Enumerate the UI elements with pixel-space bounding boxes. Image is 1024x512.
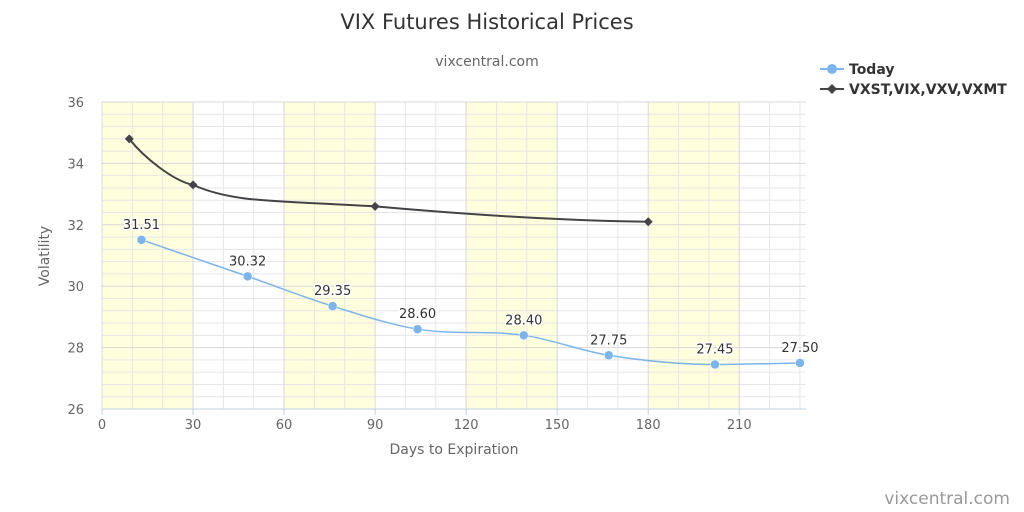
legend-today-label: Today xyxy=(849,62,894,78)
chart-title: VIX Futures Historical Prices xyxy=(340,10,633,34)
series-today-point xyxy=(519,330,529,341)
legend-today-marker xyxy=(827,64,837,74)
legend-term-marker xyxy=(827,84,837,94)
series-term-structure-point xyxy=(124,134,134,144)
x-tick-label: 0 xyxy=(98,418,106,433)
data-label-today: 30.32 xyxy=(229,254,266,269)
data-label-today: 31.51 xyxy=(123,218,160,233)
shaded-band xyxy=(466,102,558,409)
x-tick-label: 150 xyxy=(545,418,570,433)
y-tick-label: 34 xyxy=(67,157,84,172)
legend-item-today[interactable]: Today xyxy=(820,62,894,78)
credit-text[interactable]: vixcentral.com xyxy=(884,489,1010,509)
data-label-today: 27.50 xyxy=(781,341,818,356)
series-term-structure-line xyxy=(128,138,649,223)
series-today-point xyxy=(242,271,253,282)
y-axis-title: Volatility xyxy=(37,226,53,286)
chart-subtitle: vixcentral.com xyxy=(435,54,538,70)
data-label-today: 27.45 xyxy=(696,342,733,357)
y-tick-label: 36 xyxy=(67,96,84,111)
x-tick-label: 30 xyxy=(185,418,202,433)
series-today-point xyxy=(795,358,805,368)
data-labels: 31.51 30.32 29.35 28.60 28.40 27.75 27.45 27.50 xyxy=(121,216,820,359)
axes: 0 30 60 90 120 150 180 210 26 28 30 32 34 36 xyxy=(67,96,806,433)
series-term-structure-point xyxy=(188,180,198,190)
y-tick-label: 32 xyxy=(67,219,84,234)
series-term-structure-point xyxy=(643,217,653,227)
shaded-band xyxy=(284,102,376,409)
series-today-point xyxy=(412,324,423,334)
legend-item-term-structure[interactable]: VXST,VIX,VXV,VXMT xyxy=(820,82,1007,98)
y-tick-label: 26 xyxy=(67,403,84,418)
x-tick-label: 60 xyxy=(276,418,293,433)
x-tick-label: 120 xyxy=(454,418,479,433)
legend: Today VXST,VIX,VXV,VXMT xyxy=(820,62,1007,98)
shaded-bands xyxy=(102,102,740,409)
shaded-band xyxy=(648,102,740,409)
x-tick-label: 210 xyxy=(727,418,752,433)
x-tick-label: 90 xyxy=(367,418,384,433)
series-layer xyxy=(124,134,805,370)
x-axis-title: Days to Expiration xyxy=(390,442,519,458)
data-label-today: 28.60 xyxy=(399,307,436,322)
y-tick-label: 30 xyxy=(67,280,84,295)
y-tick-label: 28 xyxy=(67,342,84,357)
data-label-today: 27.75 xyxy=(590,333,627,348)
legend-term-label: VXST,VIX,VXV,VXMT xyxy=(849,82,1007,98)
shaded-band xyxy=(102,102,194,409)
series-term-structure-point xyxy=(370,201,380,211)
data-label-today: 28.40 xyxy=(505,313,542,328)
x-tick-label: 180 xyxy=(636,418,661,433)
series-today-point xyxy=(604,350,614,361)
series-today-point xyxy=(710,359,720,370)
series-today-point xyxy=(327,301,338,311)
series-today-point xyxy=(136,235,147,245)
data-label-today: 29.35 xyxy=(314,284,351,299)
